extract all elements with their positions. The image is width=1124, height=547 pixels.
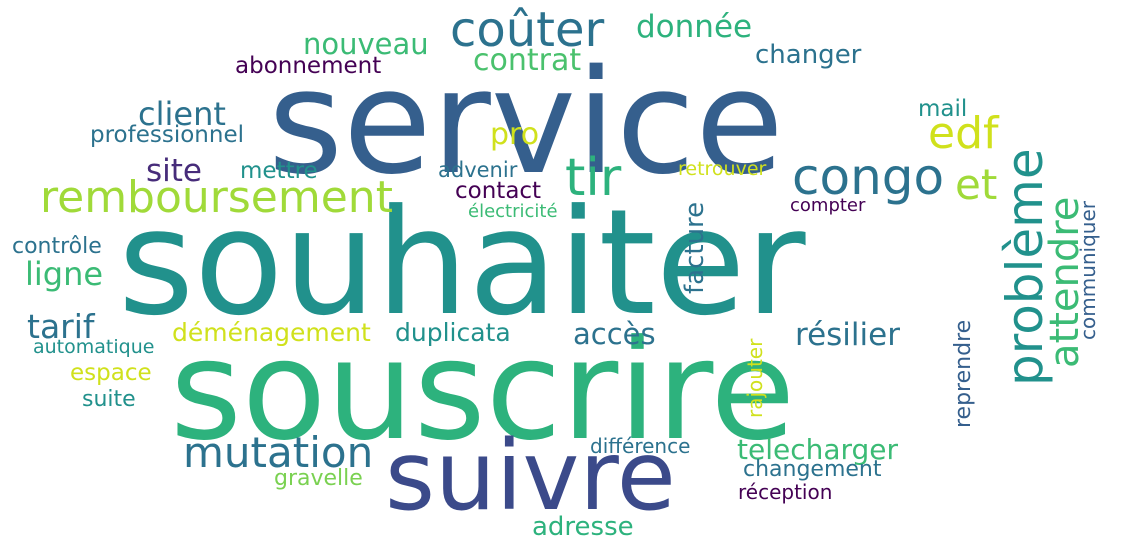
word-retrouver: retrouver: [678, 158, 767, 180]
word-reception: réception: [738, 480, 833, 504]
word-changer: changer: [755, 40, 862, 70]
word-pro: pro: [490, 117, 540, 152]
word-tarif: tarif: [27, 307, 95, 346]
word-difference: différence: [590, 434, 691, 458]
word-couter: coûter: [450, 2, 605, 58]
word-espace: espace: [70, 360, 152, 386]
word-nouveau: nouveau: [303, 27, 429, 61]
word-mettre: mettre: [240, 158, 318, 184]
word-rajouter: rajouter: [743, 338, 767, 418]
word-remboursement: remboursement: [40, 172, 393, 223]
word-professionnel: professionnel: [90, 122, 244, 148]
word-resilier: résilier: [795, 317, 900, 353]
word-congo: congo: [792, 148, 945, 206]
word-service: service: [268, 38, 784, 206]
word-site: site: [146, 153, 202, 189]
word-automatique: automatique: [33, 336, 155, 358]
word-controle: contrôle: [12, 234, 102, 259]
word-abonnement: abonnement: [235, 53, 382, 79]
word-contact: contact: [455, 178, 542, 204]
word-mail: mail: [918, 96, 968, 122]
word-electricite: électricité: [468, 201, 558, 222]
word-adresse: adresse: [532, 512, 634, 542]
word-telecharger: telecharger: [737, 433, 899, 466]
word-client: client: [138, 95, 226, 133]
word-suite: suite: [82, 387, 136, 412]
word-souscrire: souscrire: [170, 310, 796, 471]
word-demenagement: déménagement: [172, 318, 371, 347]
word-donnee: donnée: [636, 9, 753, 45]
word-advenir: advenir: [438, 158, 518, 182]
word-souhaiter: souhaiter: [118, 178, 806, 348]
word-ligne: ligne: [25, 255, 104, 293]
word-reprendre: reprendre: [951, 319, 976, 428]
word-tir: tir: [565, 148, 622, 208]
word-compter: compter: [790, 195, 866, 216]
word-communiquer: communiquer: [1076, 200, 1100, 340]
word-contrat: contrat: [473, 43, 582, 78]
word-gravelle: gravelle: [274, 466, 363, 491]
word-et: et: [955, 160, 998, 209]
word-changement: changement: [743, 457, 882, 482]
word-duplicata: duplicata: [395, 318, 511, 347]
word-acces: accès: [573, 317, 656, 351]
word-facture: facture: [680, 201, 710, 294]
word-mutation: mutation: [183, 428, 374, 477]
word-edf: edf: [928, 108, 999, 159]
word-suivre: suivre: [385, 420, 676, 532]
